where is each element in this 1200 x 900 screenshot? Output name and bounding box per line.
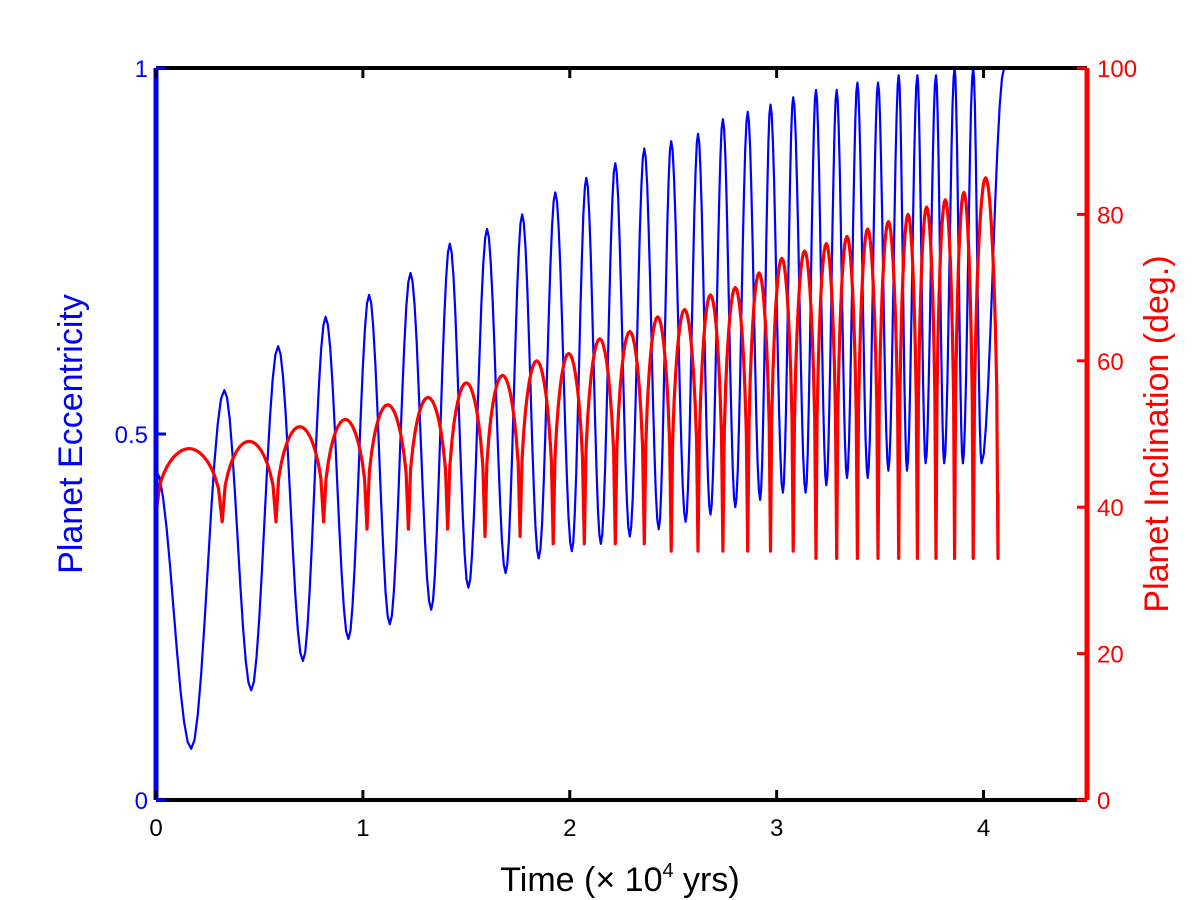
inclination-series-line <box>154 176 1000 560</box>
x-tick-label: 0 <box>149 815 162 842</box>
y-right-tick-label: 100 <box>1097 56 1137 83</box>
x-axis-label-exponent: 4 <box>662 860 673 882</box>
y-right-tick-label: 0 <box>1097 788 1110 815</box>
y-left-tick-label: 0 <box>135 788 148 815</box>
y-right-tick-label: 40 <box>1097 495 1124 522</box>
x-tick-label: 3 <box>770 815 783 842</box>
x-axis-label-main: Time (× 10 <box>500 861 662 899</box>
y-axis-right-label: Planet Inclination (deg.) <box>1138 255 1176 612</box>
series-layer <box>154 66 1006 750</box>
plot-background <box>156 68 1087 800</box>
x-tick-label: 2 <box>563 815 576 842</box>
y-right-tick-label: 20 <box>1097 642 1124 669</box>
x-tick-label: 4 <box>977 815 990 842</box>
y-left-tick-label: 1 <box>135 56 148 83</box>
x-axis-label: Time (× 104 yrs) <box>500 860 739 899</box>
y-left-tick-label: 0.5 <box>115 422 148 449</box>
y-right-tick-label: 80 <box>1097 202 1124 229</box>
y-axis-left-label: Planet Eccentricity <box>52 294 90 574</box>
eccentricity-series-line <box>155 66 1006 750</box>
x-axis-label-suffix: yrs) <box>674 861 740 899</box>
y-right-tick-label: 60 <box>1097 349 1124 376</box>
x-tick-label: 1 <box>356 815 369 842</box>
